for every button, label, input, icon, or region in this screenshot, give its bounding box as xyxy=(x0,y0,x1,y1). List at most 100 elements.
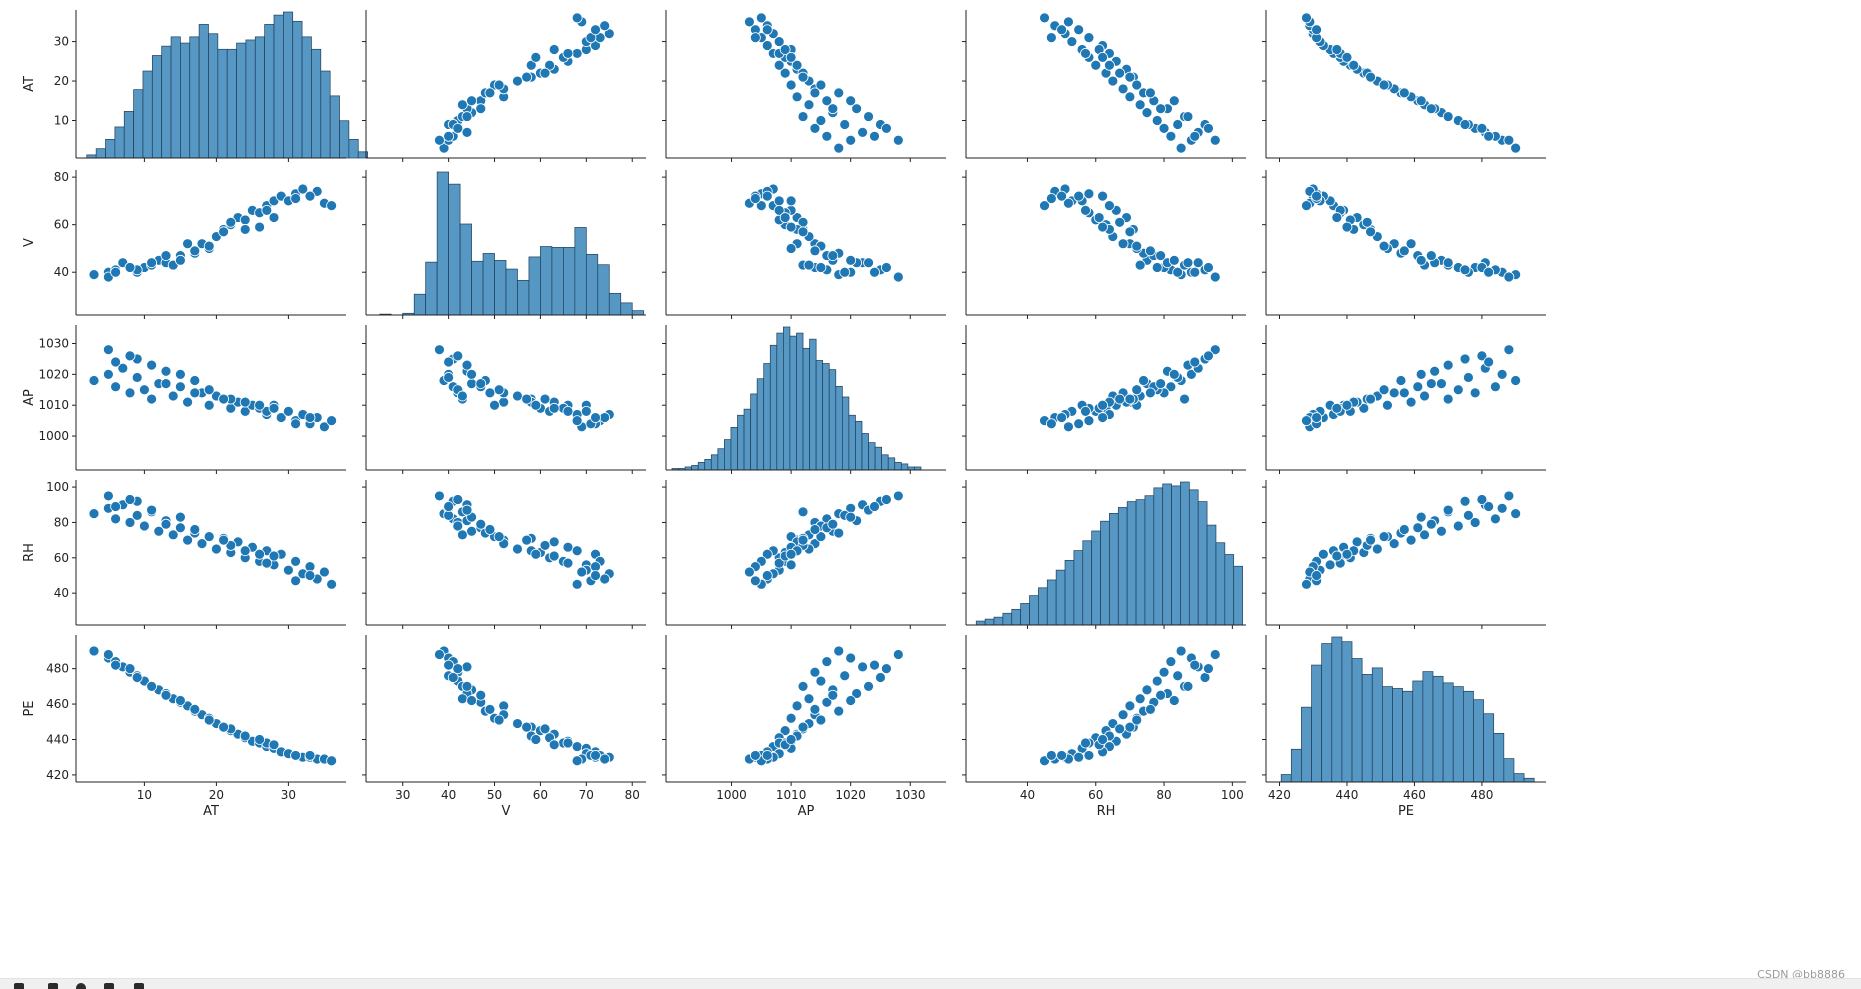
scatter-point xyxy=(203,714,215,726)
hist-bar-PE-2 xyxy=(1301,706,1312,783)
scatter-point xyxy=(88,508,100,519)
scatter-point xyxy=(174,254,186,266)
scatter-point xyxy=(110,501,121,512)
scatter-point xyxy=(146,504,158,516)
panel-PE-vs-V: 30 40 50 60 70 80 xyxy=(362,635,646,802)
scatter-point xyxy=(797,534,809,546)
scatter-point xyxy=(203,531,215,542)
scatter-point xyxy=(869,130,880,142)
scatter-point xyxy=(456,99,468,111)
scatter-point xyxy=(821,130,833,142)
scatter-point xyxy=(1311,24,1323,36)
hist-bar-V-17 xyxy=(574,227,587,316)
scatter-point xyxy=(1168,695,1180,706)
scatter-point xyxy=(761,548,773,560)
scatter-point xyxy=(1483,266,1495,278)
scatter-point xyxy=(1172,670,1184,682)
scatter-point xyxy=(521,534,533,546)
hist-bar-PE-18 xyxy=(1462,690,1474,783)
scatter-point xyxy=(1114,723,1126,735)
scatter-point xyxy=(1203,663,1214,675)
scatter-point xyxy=(1489,381,1501,393)
hist-bar-V-14 xyxy=(540,246,553,316)
scatter-point xyxy=(239,545,251,557)
hist-bar-RH-24 xyxy=(1188,489,1199,626)
hist-bar-AT-29 xyxy=(357,151,368,159)
scatter-point xyxy=(571,48,583,59)
scatter-point xyxy=(521,393,533,405)
scatter-point xyxy=(103,490,114,502)
save-icon[interactable] xyxy=(134,983,144,989)
scatter-point xyxy=(785,734,797,745)
hist-bar-PE-22 xyxy=(1503,758,1515,783)
scatter-point xyxy=(1405,396,1417,408)
hist-bar-PE-23 xyxy=(1513,773,1525,783)
hist-bar-RH-9 xyxy=(1055,569,1066,626)
scatter-point xyxy=(1459,353,1471,365)
scatter-point xyxy=(146,359,158,371)
scatter-point xyxy=(785,51,797,63)
hist-bar-AT-14 xyxy=(217,48,228,159)
scatter-point xyxy=(461,680,473,692)
scatter-point xyxy=(438,142,450,154)
scatter-point xyxy=(1131,384,1143,396)
scatter-point xyxy=(1415,511,1427,523)
scatter-point xyxy=(1425,103,1437,115)
x-axis-label-AP: AP xyxy=(798,804,815,819)
scatter-point xyxy=(1476,350,1488,362)
pan-icon[interactable] xyxy=(14,983,24,989)
x-tick-label-RH: 100 xyxy=(1221,788,1244,802)
home-icon[interactable] xyxy=(48,983,58,989)
scatter-point xyxy=(1158,666,1170,678)
scatter-point xyxy=(599,753,611,765)
scatter-point xyxy=(1165,381,1177,393)
hist-bar-PE-21 xyxy=(1493,733,1505,783)
hist-bar-AP-35 xyxy=(900,463,909,471)
panel-AP-vs-PE xyxy=(1262,325,1546,474)
zoom-icon[interactable] xyxy=(76,983,86,989)
scatter-point xyxy=(1083,188,1095,200)
scatter-point xyxy=(1114,216,1126,228)
scatter-point xyxy=(1341,399,1353,411)
scatter-point xyxy=(1425,250,1437,261)
hist-bar-PE-12 xyxy=(1402,690,1414,783)
scatter-point xyxy=(1365,534,1376,546)
scatter-point xyxy=(304,190,316,202)
scatter-point xyxy=(290,193,302,204)
configure-icon[interactable] xyxy=(104,983,114,989)
y-tick-label-AT: 20 xyxy=(54,74,69,88)
scatter-point xyxy=(475,518,487,530)
hist-bar-AT-23 xyxy=(301,36,312,159)
scatter-point xyxy=(1151,262,1163,273)
scatter-point xyxy=(590,40,601,51)
scatter-point xyxy=(755,12,767,24)
scatter-point xyxy=(1388,538,1400,550)
hist-bar-PE-14 xyxy=(1422,671,1434,783)
hist-bar-RH-8 xyxy=(1046,579,1057,626)
scatter-point xyxy=(599,20,611,32)
x-tick-label-RH: 60 xyxy=(1088,788,1103,802)
scatter-point xyxy=(875,672,886,683)
scatter-point xyxy=(290,418,302,430)
x-axis-label-AT: AT xyxy=(203,804,219,819)
panel-RH-vs-PE xyxy=(1262,480,1546,629)
scatter-point xyxy=(785,79,797,91)
scatter-point xyxy=(461,126,473,138)
hist-bar-PE-3 xyxy=(1311,664,1323,783)
scatter-point xyxy=(1405,238,1417,250)
hist-bar-AT-19 xyxy=(264,24,275,159)
scatter-point xyxy=(761,24,773,36)
scatter-point xyxy=(254,734,266,745)
scatter-point xyxy=(1496,502,1508,514)
scatter-point xyxy=(892,271,904,283)
y-tick-label-AT: 30 xyxy=(54,35,69,49)
hist-bar-PE-7 xyxy=(1351,658,1363,783)
scatter-point xyxy=(1415,95,1427,107)
scatter-point xyxy=(456,390,468,402)
scatter-point xyxy=(881,122,892,134)
hist-bar-AT-25 xyxy=(320,70,331,159)
scatter-point xyxy=(1117,83,1129,95)
y-tick-label-PE: 480 xyxy=(46,662,69,676)
hist-bar-V-22 xyxy=(631,310,645,316)
x-tick-label-AP: 1020 xyxy=(835,788,866,802)
